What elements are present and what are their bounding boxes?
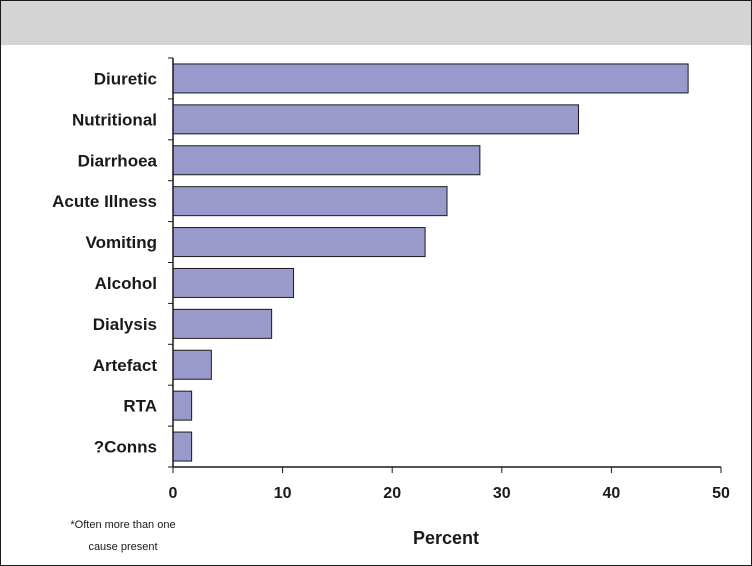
footnote-line-2: cause present — [88, 541, 157, 553]
title-band — [1, 1, 751, 45]
category-label-alcohol: Alcohol — [95, 274, 157, 293]
x-tick-label-0: 0 — [169, 485, 178, 502]
category-label-rta: RTA — [123, 397, 157, 416]
category-label-diarrhoea: Diarrhoea — [78, 151, 158, 170]
bar-nutritional — [172, 104, 580, 135]
category-labels: Diuretic Nutritional Diarrhoea Acute Illnes… — [52, 69, 157, 456]
bar-alcohol — [172, 267, 295, 298]
bar-vomiting — [172, 227, 426, 258]
category-label-nutritional: Nutritional — [72, 110, 157, 129]
x-tick-label-50: 50 — [712, 485, 730, 502]
bar-diarrhoea — [172, 145, 481, 176]
x-tick-label-10: 10 — [274, 485, 292, 502]
category-label-conns: ?Conns — [94, 438, 157, 457]
bar-artefact — [172, 349, 212, 380]
bar-dialysis — [172, 308, 273, 339]
bar-conns — [172, 431, 193, 462]
category-label-diuretic: Diuretic — [94, 69, 157, 88]
category-label-artefact: Artefact — [93, 356, 158, 375]
x-tick-label-30: 30 — [493, 485, 511, 502]
bar-rta — [172, 390, 193, 421]
x-axis-title: Percent — [413, 528, 479, 548]
category-label-dialysis: Dialysis — [93, 315, 157, 334]
bars — [172, 63, 689, 462]
category-label-acute-illness: Acute Illness — [52, 192, 157, 211]
category-label-vomiting: Vomiting — [86, 233, 157, 252]
x-tick-label-20: 20 — [383, 485, 401, 502]
footnote-line-1: *Often more than one — [70, 519, 175, 531]
bar-acute-illness — [172, 186, 448, 217]
bar-diuretic — [172, 63, 689, 94]
y-axis-ticks — [168, 57, 173, 468]
x-tick-label-40: 40 — [603, 485, 621, 502]
x-axis-ticks: 0 10 20 30 40 50 — [169, 467, 730, 502]
